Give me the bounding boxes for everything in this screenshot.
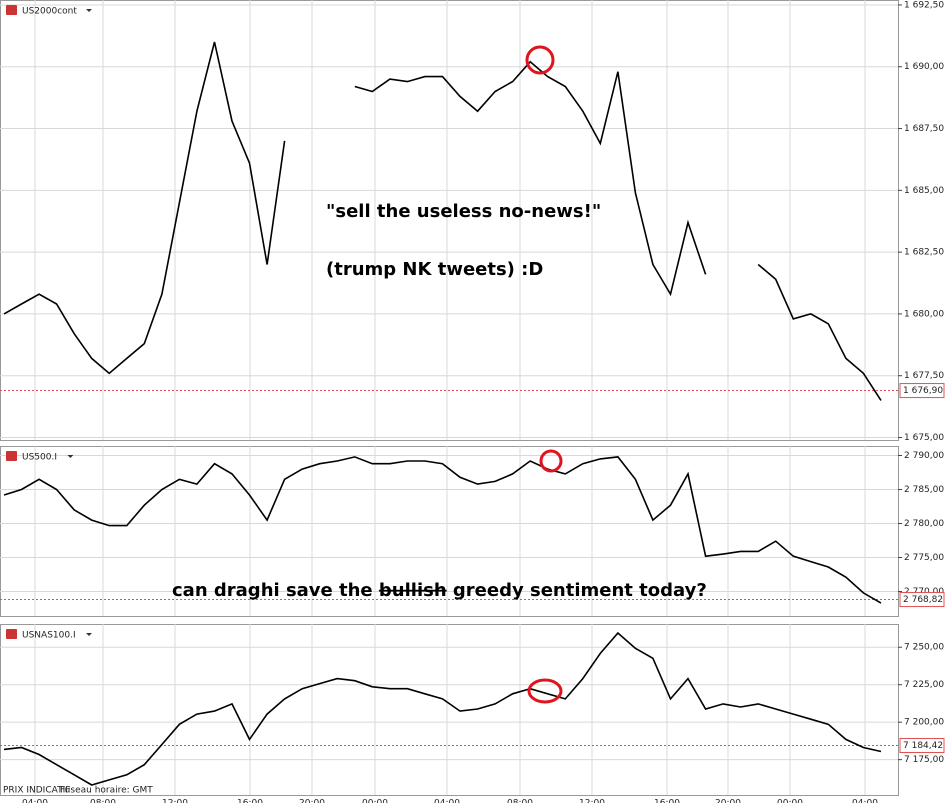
time-axis — [0, 796, 946, 803]
last-price-label: 2 768,82 — [903, 595, 943, 605]
y-tick-label: 1 677,50 — [904, 371, 944, 381]
y-tick-label: 2 785,00 — [904, 485, 944, 495]
time-label: 08:00 — [90, 799, 116, 803]
annotation-part: greedy sentiment today? — [447, 580, 707, 601]
time-label: 04:00 — [434, 799, 460, 803]
y-tick-label: 7 225,00 — [904, 680, 944, 690]
annotation-part: bullish — [379, 580, 447, 601]
time-label: 20:00 — [299, 799, 325, 803]
time-label: 00:00 — [777, 799, 803, 803]
highlight-circle — [525, 45, 555, 75]
symbol-name: US2000cont — [22, 7, 77, 17]
last-price-label: 7 184,42 — [903, 741, 943, 751]
y-tick-label: 2 770,00 — [904, 587, 944, 597]
time-label: 08:00 — [507, 799, 533, 803]
last-price-box — [899, 738, 945, 754]
footer-note: Fuseau horaire: GMT — [60, 786, 153, 796]
highlight-circle — [539, 449, 563, 473]
time-label: 04:00 — [852, 799, 878, 803]
time-label: 00:00 — [362, 799, 388, 803]
dropdown-arrow — [86, 9, 92, 12]
panel-frame — [0, 446, 899, 617]
footer-note: PRIX INDICATIF — [3, 786, 70, 796]
time-label: 12:00 — [162, 799, 188, 803]
price-line — [3, 456, 882, 604]
price-axis — [899, 0, 946, 440]
y-tick-label: 1 692,50 — [904, 0, 944, 10]
panel-frame — [0, 624, 899, 796]
dropdown-arrow — [67, 455, 74, 458]
y-tick-label: 7 250,00 — [904, 643, 944, 653]
y-tick-label: 1 687,50 — [904, 124, 944, 134]
time-label: 20:00 — [715, 799, 741, 803]
panel-frame — [0, 0, 899, 441]
y-tick-label: 1 680,00 — [904, 309, 944, 319]
annotation: (trump NK tweets) :D — [326, 259, 543, 280]
dropdown-arrow — [86, 633, 92, 636]
y-tick-label: 7 175,00 — [904, 755, 944, 765]
annotation: can draghi save the bullish greedy senti… — [172, 580, 707, 601]
symbol-name: USNAS100.I — [22, 631, 76, 641]
last-price-label: 1 676,90 — [903, 386, 943, 396]
time-label: 04:00 — [22, 799, 48, 803]
y-tick-label: 2 790,00 — [904, 451, 944, 461]
annotation: "sell the useless no-news!" — [326, 201, 601, 222]
price-line — [3, 41, 882, 401]
time-label: 12:00 — [579, 799, 605, 803]
symbol-icon — [6, 451, 17, 461]
price-axis — [899, 624, 946, 795]
price-line — [3, 631, 882, 786]
y-tick-label: 1 690,00 — [904, 62, 944, 72]
time-label: 16:00 — [237, 799, 263, 803]
time-label: 16:00 — [654, 799, 680, 803]
last-price-box — [899, 592, 945, 608]
symbol-icon — [6, 5, 17, 15]
y-tick-label: 2 780,00 — [904, 519, 944, 529]
y-tick-label: 1 685,00 — [904, 186, 944, 196]
symbol-icon — [6, 629, 17, 639]
y-tick-label: 1 682,50 — [904, 248, 944, 258]
y-tick-label: 1 675,00 — [904, 433, 944, 443]
last-price-box — [899, 383, 945, 399]
y-tick-label: 7 200,00 — [904, 718, 944, 728]
symbol-name: US500.I — [22, 453, 57, 463]
annotation-part: can draghi save the — [172, 580, 379, 601]
price-axis — [899, 446, 946, 616]
highlight-circle — [527, 678, 563, 704]
y-tick-label: 2 775,00 — [904, 553, 944, 563]
